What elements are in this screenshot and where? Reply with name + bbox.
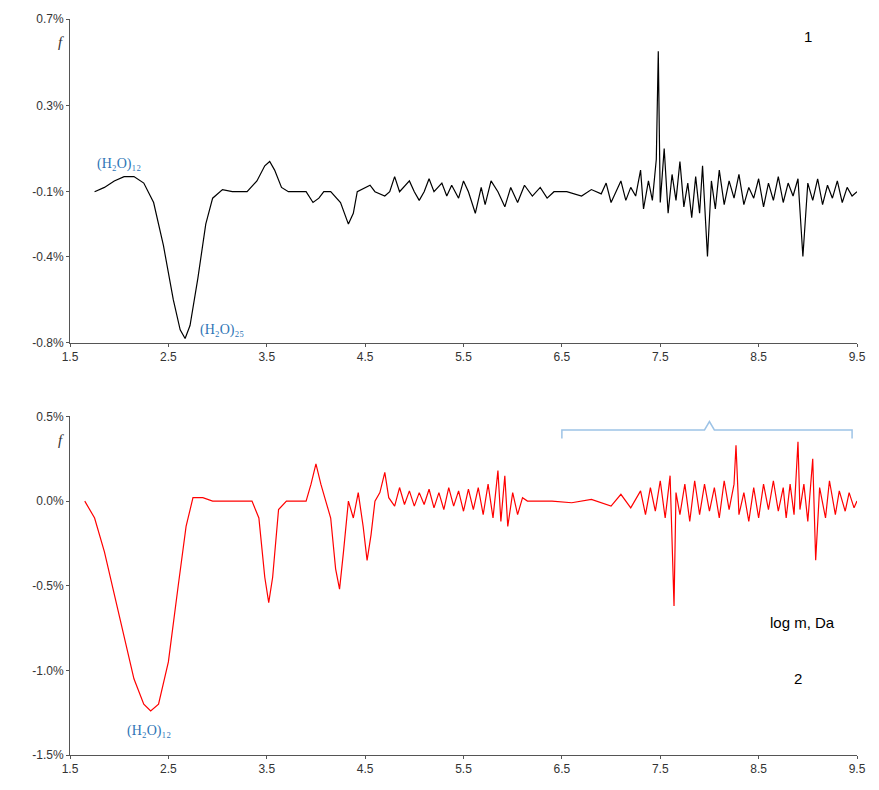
- svg-text:(H₂O)₁₂: (H₂O)₁₂: [127, 723, 171, 739]
- svg-text:6.5: 6.5: [554, 350, 571, 364]
- svg-text:-0.1%: -0.1%: [32, 185, 64, 199]
- svg-text:-0.5%: -0.5%: [32, 579, 64, 593]
- svg-text:2.5: 2.5: [160, 762, 177, 776]
- svg-text:2: 2: [794, 670, 802, 687]
- svg-text:6.5: 6.5: [554, 762, 571, 776]
- svg-text:1.5: 1.5: [62, 350, 79, 364]
- svg-text:0.3%: 0.3%: [36, 99, 64, 113]
- svg-text:3.5: 3.5: [258, 350, 275, 364]
- svg-text:-1.0%: -1.0%: [32, 664, 64, 678]
- svg-text:0.7%: 0.7%: [36, 12, 64, 26]
- svg-text:0.5%: 0.5%: [36, 410, 64, 424]
- svg-text:f: f: [58, 34, 64, 50]
- svg-text:-0.8%: -0.8%: [32, 336, 64, 350]
- svg-text:4.5: 4.5: [357, 350, 374, 364]
- svg-text:9.5: 9.5: [849, 350, 866, 364]
- svg-text:1.5: 1.5: [62, 762, 79, 776]
- svg-text:0.0%: 0.0%: [36, 494, 64, 508]
- svg-text:(H₂O)₂₅: (H₂O)₂₅: [200, 322, 244, 338]
- svg-text:1: 1: [804, 28, 812, 45]
- svg-text:7.5: 7.5: [652, 762, 669, 776]
- svg-text:7.5: 7.5: [652, 350, 669, 364]
- svg-text:(H₂O)₁₂: (H₂O)₁₂: [97, 156, 141, 172]
- svg-text:-1.5%: -1.5%: [32, 748, 64, 762]
- svg-text:f: f: [58, 432, 64, 448]
- svg-text:9.5: 9.5: [849, 762, 866, 776]
- svg-text:8.5: 8.5: [750, 762, 767, 776]
- svg-text:5.5: 5.5: [455, 762, 472, 776]
- svg-text:4.5: 4.5: [357, 762, 374, 776]
- svg-text:2.5: 2.5: [160, 350, 177, 364]
- svg-text:-0.4%: -0.4%: [32, 250, 64, 264]
- svg-text:log m, Da: log m, Da: [770, 614, 835, 631]
- svg-text:5.5: 5.5: [455, 350, 472, 364]
- svg-text:8.5: 8.5: [750, 350, 767, 364]
- svg-text:3.5: 3.5: [258, 762, 275, 776]
